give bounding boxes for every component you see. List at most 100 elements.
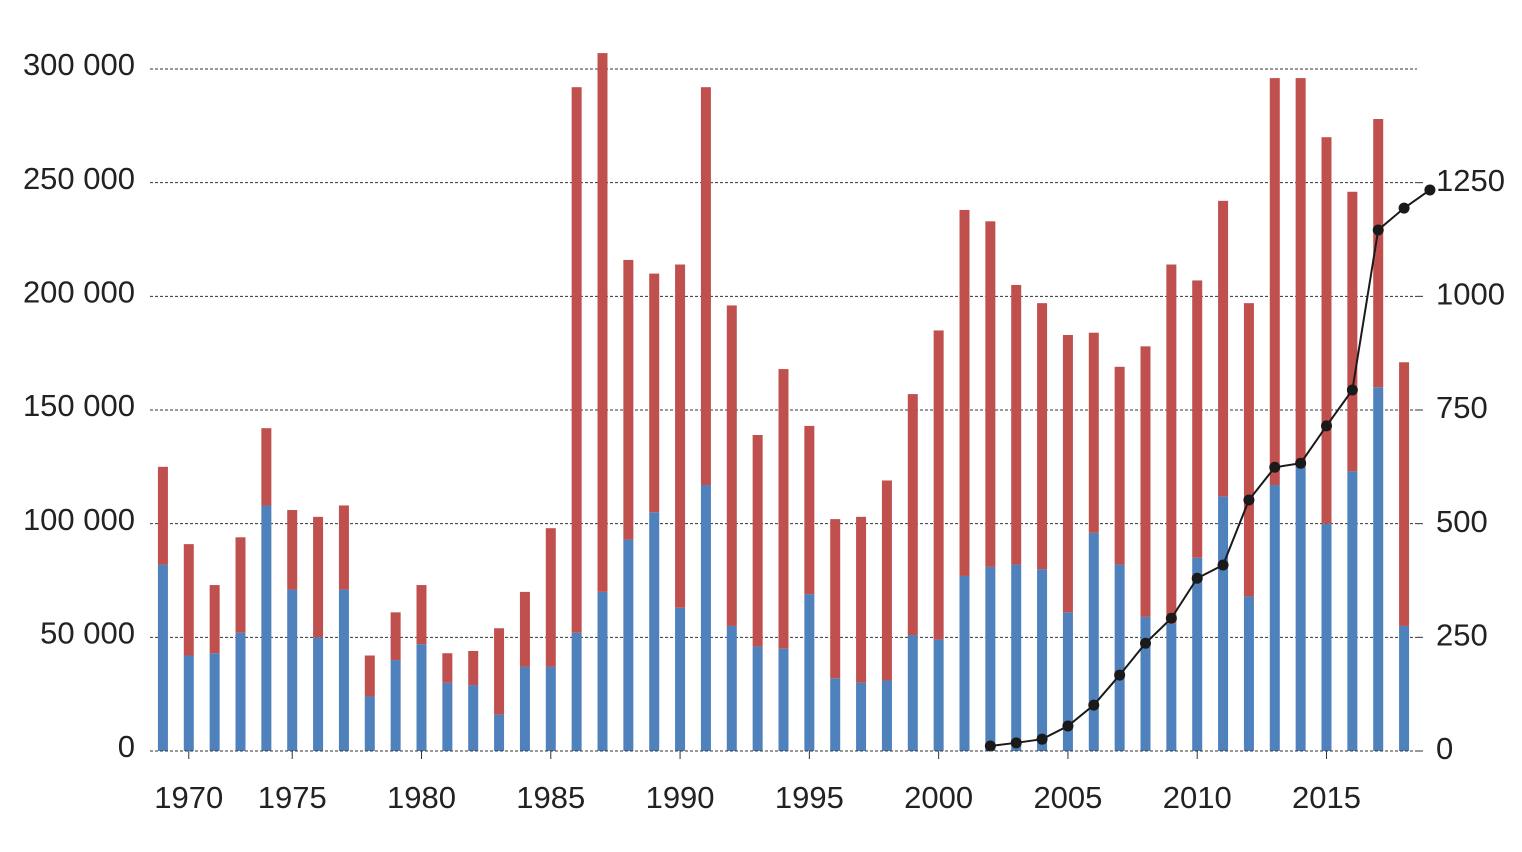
y-tick-label: 0 — [118, 729, 135, 764]
bar — [545, 528, 556, 667]
y-tick-label: 150 000 — [23, 388, 135, 423]
x-tick-label: 1980 — [387, 780, 456, 815]
bar — [1011, 284, 1022, 565]
bar — [1192, 557, 1203, 751]
line-point — [1269, 461, 1281, 473]
bar — [1347, 471, 1358, 751]
x-tick-label: 2010 — [1163, 780, 1232, 815]
x-tick-label: 1990 — [646, 780, 715, 815]
bar — [494, 714, 505, 751]
bar — [1269, 485, 1280, 751]
bar — [235, 537, 246, 633]
bar — [571, 632, 582, 751]
bar — [1011, 564, 1022, 751]
bar — [1243, 303, 1254, 597]
bar — [261, 505, 272, 751]
line — [990, 189, 1431, 747]
x-tick-label: 1995 — [775, 780, 844, 815]
bar — [597, 53, 608, 592]
bar — [442, 653, 453, 683]
bar — [416, 585, 427, 645]
bar — [700, 87, 711, 486]
bar — [830, 678, 841, 751]
line-point — [1243, 494, 1255, 506]
bar — [313, 637, 324, 751]
x-tick-label: 1970 — [154, 780, 223, 815]
x-tick-label: 2000 — [904, 780, 973, 815]
bar — [1295, 466, 1306, 751]
bar — [881, 680, 892, 751]
bar — [1295, 78, 1306, 467]
bar — [778, 369, 789, 649]
bar — [1192, 280, 1203, 558]
bar — [1140, 616, 1151, 751]
line-point — [1424, 184, 1436, 196]
bar — [468, 685, 479, 751]
line-point — [1165, 612, 1177, 624]
bar — [1321, 137, 1332, 524]
bar — [468, 650, 479, 686]
bar — [985, 566, 996, 751]
bar — [1114, 366, 1125, 565]
bar — [1140, 346, 1151, 617]
bar — [157, 466, 168, 565]
bar — [1166, 264, 1177, 624]
y-tick-label: 200 000 — [23, 275, 135, 310]
bar — [830, 519, 841, 679]
y2-tick-label: 1250 — [1436, 163, 1505, 198]
bar — [494, 628, 505, 715]
line-point — [1114, 669, 1126, 681]
y2-tick-label: 250 — [1436, 618, 1488, 653]
bar — [752, 435, 763, 647]
bar — [364, 696, 375, 751]
bar — [1114, 564, 1125, 751]
bar — [1088, 532, 1099, 751]
bar — [881, 480, 892, 681]
bar — [623, 259, 634, 540]
bar — [985, 221, 996, 567]
y-tick-label: 250 000 — [23, 161, 135, 196]
line-point — [1346, 384, 1358, 396]
bar — [649, 273, 660, 513]
y2-tick-label: 1000 — [1436, 277, 1505, 312]
y2-tick-label: 500 — [1436, 504, 1488, 539]
bar — [1037, 569, 1048, 751]
bar — [157, 564, 168, 751]
bar — [1399, 625, 1410, 751]
line-point — [1372, 224, 1384, 236]
line-point — [1217, 559, 1229, 571]
bar — [856, 682, 867, 751]
bar — [571, 87, 582, 633]
line-point — [1062, 720, 1074, 732]
bar — [959, 575, 970, 751]
bar — [183, 655, 194, 751]
bar — [1218, 200, 1229, 497]
bar — [907, 635, 918, 751]
bar — [1062, 334, 1073, 613]
y-tick-label: 50 000 — [40, 616, 135, 651]
line-point — [1088, 699, 1100, 711]
bar — [1218, 496, 1229, 751]
bar — [519, 591, 530, 667]
bar — [364, 655, 375, 697]
bar — [519, 666, 530, 751]
bar — [726, 305, 737, 626]
bar — [700, 485, 711, 751]
bar — [1062, 612, 1073, 751]
bar — [1399, 362, 1410, 626]
bar — [1166, 623, 1177, 751]
bar — [907, 394, 918, 636]
bar — [390, 612, 401, 661]
bar — [752, 646, 763, 751]
bar — [235, 632, 246, 751]
y2-tick-label: 0 — [1436, 731, 1453, 766]
bar — [804, 425, 815, 595]
bar — [933, 330, 944, 640]
bar — [313, 516, 324, 638]
line-point — [1140, 637, 1151, 649]
bar — [804, 594, 815, 751]
bar — [442, 682, 453, 751]
bar — [1088, 332, 1099, 533]
line-point — [1321, 420, 1332, 432]
bar — [338, 589, 349, 751]
